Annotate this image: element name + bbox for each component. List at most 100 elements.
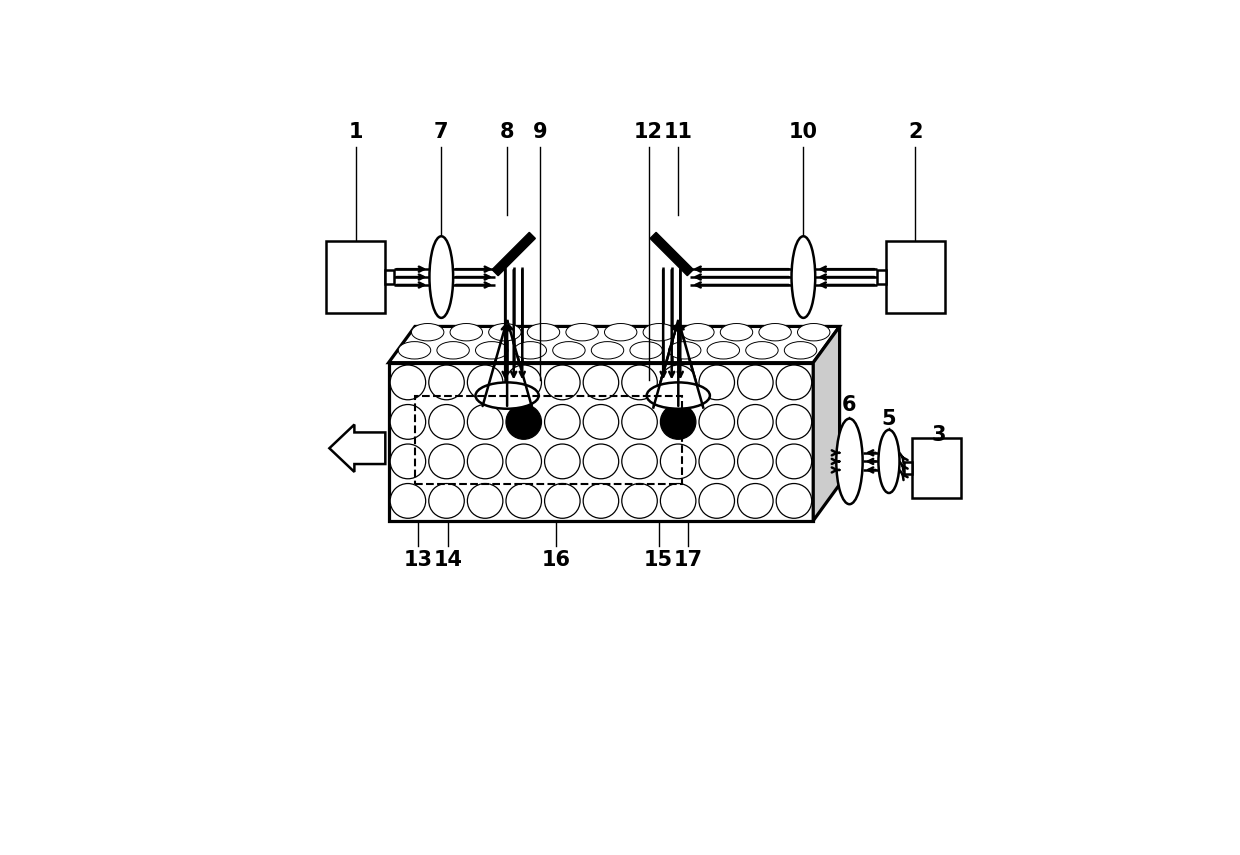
Ellipse shape [429, 484, 464, 518]
Ellipse shape [738, 365, 773, 400]
Ellipse shape [436, 342, 469, 359]
Ellipse shape [644, 323, 676, 341]
Ellipse shape [759, 323, 791, 341]
Ellipse shape [583, 365, 619, 400]
FancyArrow shape [330, 425, 386, 472]
Ellipse shape [467, 365, 503, 400]
Bar [388, 363, 813, 521]
Ellipse shape [429, 444, 464, 479]
Ellipse shape [738, 404, 773, 439]
Ellipse shape [475, 342, 508, 359]
Bar [386, 270, 394, 285]
Bar [877, 270, 885, 285]
Ellipse shape [506, 484, 542, 518]
Polygon shape [388, 327, 839, 363]
Ellipse shape [699, 444, 734, 479]
Text: 10: 10 [789, 122, 818, 142]
Ellipse shape [398, 342, 430, 359]
Ellipse shape [791, 236, 815, 318]
Ellipse shape [553, 342, 585, 359]
Ellipse shape [429, 404, 464, 439]
Ellipse shape [745, 342, 779, 359]
Text: 17: 17 [673, 550, 703, 570]
Ellipse shape [621, 404, 657, 439]
Bar [885, 241, 945, 313]
Text: 7: 7 [434, 122, 449, 142]
Ellipse shape [720, 323, 753, 341]
Ellipse shape [467, 484, 503, 518]
Ellipse shape [467, 444, 503, 479]
Text: 6: 6 [842, 396, 857, 416]
Ellipse shape [699, 404, 734, 439]
Ellipse shape [391, 365, 425, 400]
Ellipse shape [544, 404, 580, 439]
Ellipse shape [475, 382, 538, 409]
Ellipse shape [668, 342, 701, 359]
Ellipse shape [738, 444, 773, 479]
Ellipse shape [565, 323, 598, 341]
Ellipse shape [506, 444, 542, 479]
Ellipse shape [527, 323, 559, 341]
Ellipse shape [583, 444, 619, 479]
Ellipse shape [450, 323, 482, 341]
Text: 1: 1 [348, 122, 363, 142]
Ellipse shape [506, 365, 542, 400]
Ellipse shape [412, 323, 444, 341]
Ellipse shape [647, 382, 709, 409]
Text: 2: 2 [908, 122, 923, 142]
Ellipse shape [621, 484, 657, 518]
Text: 9: 9 [533, 122, 547, 142]
Ellipse shape [515, 342, 547, 359]
Text: 3: 3 [931, 425, 946, 445]
Ellipse shape [630, 342, 662, 359]
Ellipse shape [776, 444, 812, 479]
Ellipse shape [836, 419, 863, 504]
Bar [904, 462, 911, 474]
Ellipse shape [785, 342, 817, 359]
Ellipse shape [544, 365, 580, 400]
Ellipse shape [591, 342, 624, 359]
Text: 8: 8 [500, 122, 515, 142]
Ellipse shape [682, 323, 714, 341]
Ellipse shape [878, 430, 899, 493]
Ellipse shape [661, 365, 696, 400]
Ellipse shape [661, 484, 696, 518]
Polygon shape [813, 327, 839, 521]
Ellipse shape [583, 484, 619, 518]
Text: 12: 12 [634, 122, 663, 142]
Ellipse shape [621, 365, 657, 400]
Ellipse shape [797, 323, 830, 341]
Polygon shape [492, 233, 536, 275]
Ellipse shape [391, 444, 425, 479]
Ellipse shape [661, 444, 696, 479]
Bar [415, 396, 682, 485]
Text: 5: 5 [882, 409, 897, 428]
Ellipse shape [391, 484, 425, 518]
Ellipse shape [776, 365, 812, 400]
Bar [326, 241, 386, 313]
Bar [911, 439, 961, 498]
Ellipse shape [776, 404, 812, 439]
Ellipse shape [467, 404, 503, 439]
Text: 16: 16 [542, 550, 570, 570]
Ellipse shape [391, 404, 425, 439]
Ellipse shape [544, 444, 580, 479]
Ellipse shape [604, 323, 637, 341]
Polygon shape [650, 233, 693, 275]
Ellipse shape [776, 484, 812, 518]
Ellipse shape [489, 323, 521, 341]
Ellipse shape [429, 236, 453, 318]
Ellipse shape [544, 484, 580, 518]
Ellipse shape [738, 484, 773, 518]
Text: 13: 13 [404, 550, 433, 570]
Ellipse shape [661, 404, 696, 439]
Ellipse shape [707, 342, 739, 359]
Ellipse shape [699, 365, 734, 400]
Ellipse shape [583, 404, 619, 439]
Ellipse shape [621, 444, 657, 479]
Text: 14: 14 [433, 550, 463, 570]
Ellipse shape [699, 484, 734, 518]
Text: 15: 15 [644, 550, 673, 570]
Text: 11: 11 [663, 122, 693, 142]
Ellipse shape [429, 365, 464, 400]
